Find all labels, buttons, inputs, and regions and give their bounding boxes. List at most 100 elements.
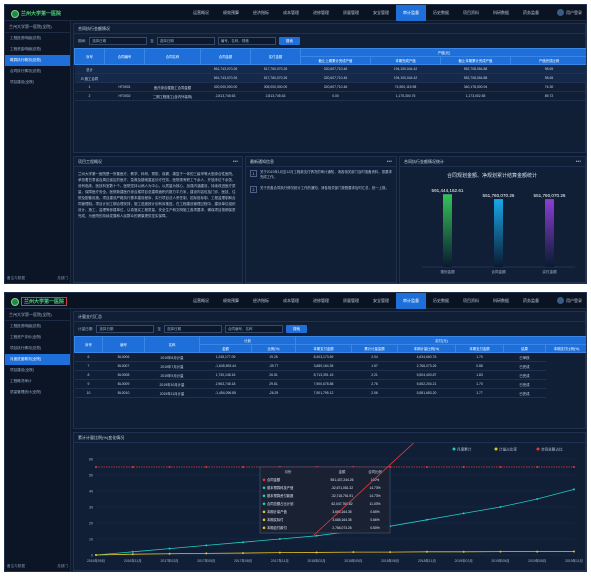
series-point[interactable]: [131, 550, 134, 553]
col-header-contract-amount[interactable]: 合同金额: [200, 48, 251, 65]
table-row[interactable]: 8 BL0008 2019年9月计量 1,730,148.16 26.51 8,713,3…: [74, 370, 587, 380]
col-header-contract-name[interactable]: 合同名称: [144, 48, 201, 65]
table-row[interactable]: 10 BL0010 2019年11月计量 -1,454,096.85 -26.29 7,9…: [74, 388, 587, 398]
footer-link-dept[interactable]: 总部门: [57, 564, 68, 568]
series-point[interactable]: [242, 466, 245, 468]
bar[interactable]: [545, 199, 554, 267]
series-point[interactable]: [315, 534, 318, 537]
table-row[interactable]: 1 HT0001 医疗综合楼施工合同金额 320,000,000.00 305,000,…: [74, 82, 586, 92]
series-point[interactable]: [425, 466, 428, 468]
series-point[interactable]: [462, 512, 465, 515]
nav-item[interactable]: 科研数据: [493, 10, 509, 15]
series-point[interactable]: [499, 466, 502, 468]
series-point[interactable]: [536, 550, 539, 553]
sidebar-item[interactable]: 工程投资明细(总揽): [10, 36, 42, 40]
series-point[interactable]: [95, 554, 97, 556]
col-header-contract-no[interactable]: 合同编号: [104, 48, 145, 65]
col-header-name[interactable]: 名称: [144, 336, 200, 353]
nav-item[interactable]: 进修管理: [313, 10, 329, 15]
series-point[interactable]: [205, 544, 208, 547]
keyword-input[interactable]: 合同编号、名称: [224, 325, 283, 333]
col-header-plan-amount[interactable]: 金额: [199, 344, 252, 353]
col-header-measure-ratio[interactable]: 本期计量比例(%): [397, 344, 456, 353]
hospital-logo[interactable]: 兰州大学第一医院: [11, 297, 68, 306]
search-button[interactable]: 搜索: [278, 37, 300, 45]
legend-label[interactable]: 月度累计: [457, 447, 472, 452]
series-point[interactable]: [573, 466, 575, 468]
sidebar-header[interactable]: 兰州大学第一医院(全院): [5, 309, 70, 321]
series-point[interactable]: [499, 550, 502, 553]
user-menu[interactable]: 用户登录: [557, 9, 582, 16]
table-row[interactable]: 6 BL0006 2019年8月计量 1,245,177.09 19.26 8,403,1…: [74, 352, 587, 362]
bar[interactable]: [494, 199, 503, 267]
legend-label[interactable]: 计量占比率: [499, 447, 517, 452]
nav-item[interactable]: 质量管理: [343, 10, 359, 15]
col-header-code[interactable]: 编号: [102, 336, 145, 353]
sidebar-item[interactable]: 工程投资明细(总揽): [10, 324, 42, 328]
table-row[interactable]: 9 BL0009 2019年10月计量 2,963,748.18 29.61 7,900,…: [74, 379, 587, 389]
series-point[interactable]: [242, 541, 245, 544]
series-point[interactable]: [278, 551, 281, 554]
series-point[interactable]: [131, 553, 134, 556]
series-point[interactable]: [389, 551, 392, 554]
series-point[interactable]: [462, 550, 465, 553]
series-point[interactable]: [131, 466, 134, 468]
col-header-plan-ratio[interactable]: 比例(%): [251, 344, 296, 353]
sidebar-item[interactable]: 概算执行概况(总揽): [5, 55, 70, 66]
nav-item[interactable]: 进修管理: [313, 298, 329, 303]
user-menu[interactable]: 用户登录: [557, 297, 582, 304]
sidebar-item[interactable]: 项目建设(全院): [10, 368, 34, 372]
series-point[interactable]: [536, 498, 539, 500]
end-date-input[interactable]: 选择日期: [156, 37, 215, 45]
series-point[interactable]: [499, 506, 502, 508]
series-point[interactable]: [425, 550, 428, 553]
col-header-cum-output[interactable]: 截止本期累计完成产值: [440, 56, 511, 65]
nav-item[interactable]: 运营概况: [193, 10, 209, 15]
nav-item[interactable]: 项目资料: [463, 298, 479, 303]
col-header-no[interactable]: 序号: [74, 336, 103, 353]
nav-item[interactable]: 运营概况: [193, 298, 209, 303]
nav-item[interactable]: 经济指标: [253, 298, 269, 303]
end-date-input[interactable]: 选择日期: [163, 325, 222, 333]
col-header-cum-measure[interactable]: 累计计量金额: [351, 344, 398, 353]
nav-item[interactable]: 成本管理: [283, 10, 299, 15]
col-header-period-output[interactable]: 本期完成产值: [370, 56, 441, 65]
series-point[interactable]: [315, 551, 318, 554]
table-row[interactable]: 2 HT0002 二期工程施工(含内外装饰) 2,813,745.63 2,813,74…: [74, 91, 586, 101]
series-point[interactable]: [352, 551, 355, 554]
sidebar-item[interactable]: 项目执行情况(总揽): [10, 346, 42, 350]
series-point[interactable]: [205, 552, 208, 555]
series-line[interactable]: [95, 551, 575, 556]
series-point[interactable]: [278, 538, 281, 540]
series-point[interactable]: [168, 547, 171, 550]
col-header-period-pay[interactable]: 本期支付金额: [295, 344, 352, 353]
sidebar-header[interactable]: 兰州大学第一医院(全院): [5, 21, 70, 33]
nav-item[interactable]: 成本管理: [283, 298, 299, 303]
col-header-result[interactable]: 结果: [503, 344, 546, 353]
bar[interactable]: [443, 194, 452, 267]
nav-item[interactable]: 经济指标: [253, 10, 269, 15]
nav-item[interactable]: 绩效预算: [223, 10, 239, 15]
nav-item[interactable]: 历史数据: [433, 10, 449, 15]
more-icon[interactable]: •••: [232, 159, 238, 165]
footer-link-notes[interactable]: 备注与数据: [7, 276, 25, 280]
footer-link-dept[interactable]: 总部门: [57, 276, 68, 280]
nav-item[interactable]: 安全管理: [373, 298, 389, 303]
sidebar-item[interactable]: 合同执行情况(总揽): [10, 69, 42, 73]
col-header-pay-ratio[interactable]: 本期支付比例(%): [544, 344, 586, 353]
nav-item[interactable]: 绩效预算: [223, 298, 239, 303]
col-header-paid-amount[interactable]: 实付金额: [250, 48, 301, 65]
footer-link-notes[interactable]: 备注与数据: [7, 564, 25, 568]
news-item[interactable]: 1 关于2019年1月至12月工程款支付情况的审计通知，请各相关部门及时准备资料，…: [246, 167, 396, 183]
series-point[interactable]: [425, 518, 428, 521]
hospital-logo[interactable]: 兰州大学第一医院: [11, 9, 61, 18]
nav-item[interactable]: 科研数据: [493, 298, 509, 303]
sidebar-item[interactable]: 工程资金明细(总揽): [10, 47, 42, 51]
series-line[interactable]: [95, 489, 575, 556]
series-point[interactable]: [462, 466, 465, 468]
series-point[interactable]: [95, 466, 97, 468]
nav-item[interactable]: 审计监督: [396, 5, 426, 21]
legend-label[interactable]: 合同总额占比: [541, 447, 563, 452]
col-header-prev-output[interactable]: 截止上期累计完成产值: [300, 56, 371, 65]
start-date-input[interactable]: 选择日期: [89, 37, 148, 45]
